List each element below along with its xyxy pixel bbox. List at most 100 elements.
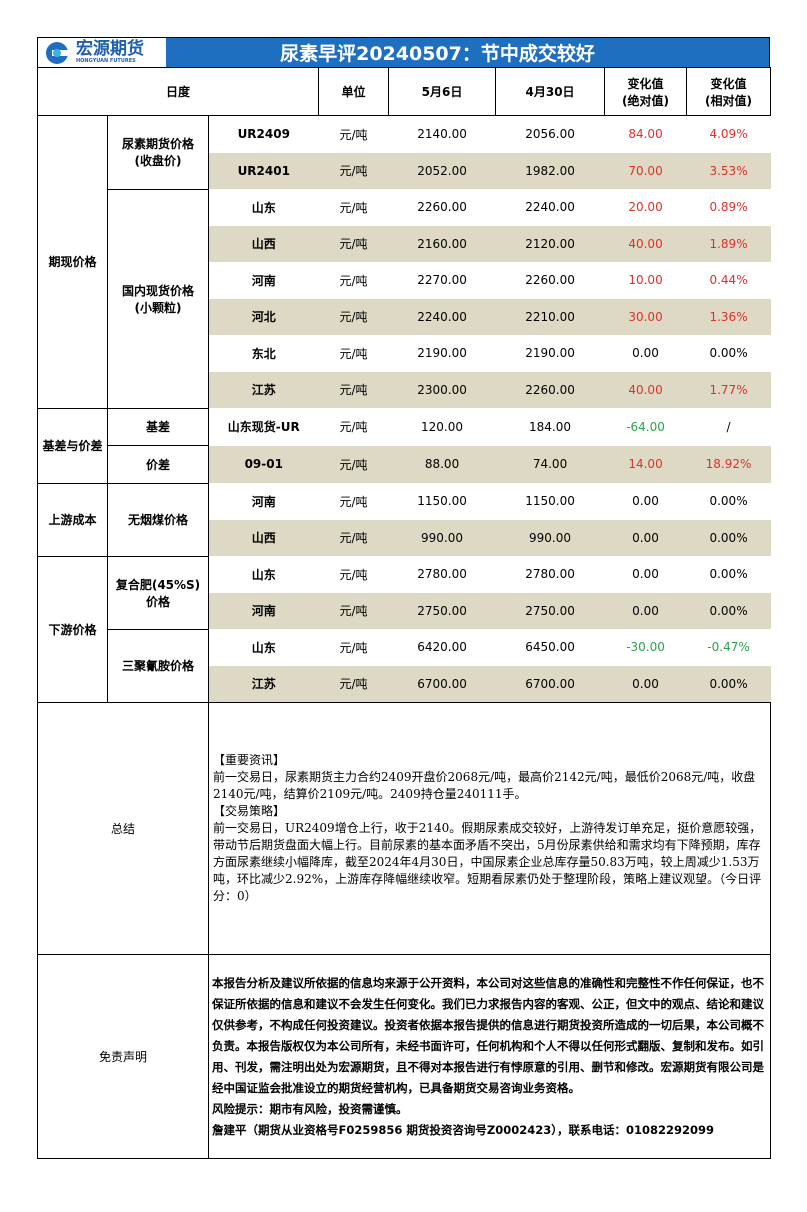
cell: 0.89% [709, 200, 748, 215]
paragraph: 【重要资讯】 [213, 753, 286, 767]
cell: 0.00 [604, 665, 687, 703]
column-header: 4月30日 [495, 67, 606, 116]
data-row: 东北 元/吨 2190.00 2190.00 0.00 0.00% [38, 335, 771, 372]
data-row: 上游成本 无烟煤价格 河南 元/吨 1150.00 1150.00 0.00 0.00% [37, 482, 771, 557]
cell: 元/吨 [339, 273, 368, 288]
cell: 20.00 [628, 200, 663, 215]
cell: 1982.00 [495, 152, 605, 189]
cell: 2260.00 [417, 200, 467, 215]
cell: 1150.00 [525, 494, 575, 509]
item-name: 东北 [251, 346, 276, 361]
cell: 74.00 [495, 445, 605, 483]
logo-cn: 宏源期货 [76, 39, 144, 59]
cell: 18.92% [686, 445, 771, 483]
cell: 2270.00 [417, 273, 467, 288]
cell: 6700.00 [388, 665, 496, 703]
cell: 1.36% [686, 298, 771, 335]
cell: 0.00 [632, 346, 659, 361]
cell: 0.44% [709, 273, 748, 288]
item-name: 江苏 [208, 665, 319, 703]
cell: 2120.00 [495, 225, 605, 262]
column-header: 单位 [318, 67, 390, 116]
disclaimer-text: 本报告分析及建议所依据的信息均来源于公开资料，本公司对这些信息的准确性和完整性不… [207, 954, 772, 1159]
cell: 0.00% [686, 592, 771, 629]
paragraph: 前一交易日，UR2409增仓上行，收于2140。假期尿素成交较好，上游待发订单充… [213, 821, 762, 903]
report-title: 尿素早评20240507：节中成交较好 [166, 38, 769, 67]
cell: 2052.00 [388, 152, 496, 189]
paragraph: 本报告分析及建议所依据的信息均来源于公开资料，本公司对这些信息的准确性和完整性不… [212, 975, 764, 1095]
cell: 0.00 [632, 567, 659, 582]
column-header: 变化值 (绝对值) [604, 67, 688, 116]
cell: 2780.00 [525, 567, 575, 582]
cell: 184.00 [529, 419, 572, 434]
cell: 2240.00 [388, 298, 496, 335]
cell: 2240.00 [525, 200, 575, 215]
subgroup-label: 尿素期货价格 (收盘价) [107, 115, 209, 190]
column-header: 5月6日 [388, 67, 497, 116]
cell: 990.00 [388, 519, 496, 556]
summary-text: 【重要资讯】 前一交易日，尿素期货主力合约2409开盘价2068元/吨，最高价21… [207, 702, 772, 955]
cell: -64.00 [626, 419, 665, 434]
item-name: 河南 [251, 494, 276, 509]
subgroup-label: 无烟煤价格 [107, 482, 209, 557]
item-name: 江苏 [208, 371, 319, 408]
group-label: 上游成本 [37, 482, 108, 557]
item-name: UR2401 [208, 152, 319, 189]
group-label: 下游价格 [37, 555, 108, 703]
cell: 0.00% [709, 567, 748, 582]
cell: 2780.00 [417, 567, 467, 582]
cell: 6700.00 [495, 665, 605, 703]
column-header: 日度 [36, 67, 320, 116]
summary-label: 总结 [37, 702, 209, 955]
cell: 元/吨 [318, 225, 389, 262]
cell: 0.00% [686, 665, 771, 703]
subgroup-label: 三聚氰胺价格 [107, 628, 209, 703]
item-name: 09-01 [208, 445, 319, 483]
data-row: 河南 元/吨 2750.00 2750.00 0.00 0.00% [38, 592, 771, 629]
cell: / [726, 419, 731, 434]
item-name: 山西 [208, 519, 319, 556]
logo-text: 宏源期货 HONGYUAN FUTURES [76, 39, 144, 65]
subgroup-label: 国内现货价格 (小颗粒) [107, 188, 209, 409]
logo-en: HONGYUAN FUTURES [76, 58, 136, 64]
item-name: 山东 [251, 200, 276, 215]
item-name: 河南 [208, 592, 319, 629]
data-row: 江苏 元/吨 2300.00 2260.00 40.00 1.77% [38, 371, 771, 408]
header-row: 日度 单位 5月6日 4月30日 变化值 (绝对值) 变化值 (相对值) [36, 67, 772, 116]
subgroup-label: 价差 [107, 445, 209, 484]
item-name: 山东 [251, 640, 276, 655]
page: 宏源期货 HONGYUAN FUTURES 尿素早评20240507：节中成交较… [36, 37, 772, 1159]
cell: 元/吨 [339, 420, 368, 435]
data-row: 价差 09-01 元/吨 88.00 74.00 14.00 18.92% [38, 445, 771, 484]
group-label: 期现价格 [37, 115, 108, 409]
paragraph: 风险提示：期市有风险，投资需谨慎。 [212, 1101, 408, 1116]
item-name: 山东现货-UR [227, 420, 300, 435]
cell: 1.77% [686, 371, 771, 408]
data-row: 下游价格 复合肥(45%S) 价格 山东 元/吨 2780.00 2780.00 0.00 0… [37, 555, 771, 703]
data-row: 江苏 元/吨 6700.00 6700.00 0.00 0.00% [38, 665, 771, 703]
cell: 1150.00 [417, 494, 467, 509]
cell: 2140.00 [417, 127, 467, 142]
cell: 0.00% [709, 346, 748, 361]
cell: 元/吨 [318, 519, 389, 556]
cell: 14.00 [604, 445, 687, 483]
cell: 元/吨 [318, 298, 389, 335]
cell: 40.00 [604, 225, 687, 262]
logo-icon [46, 41, 68, 64]
data-row: 三聚氰胺价格 山东 元/吨 6420.00 6450.00 -30.00 -0.47% [38, 628, 771, 703]
cell: 2190.00 [417, 346, 467, 361]
paragraph: 詹建平（期货从业资格号F0259856 期货投资咨询号Z0002423），联系电… [212, 1122, 714, 1137]
logo: 宏源期货 HONGYUAN FUTURES [38, 38, 166, 67]
disclaimer-row: 免责声明 本报告分析及建议所依据的信息均来源于公开资料，本公司对这些信息的准确性和… [37, 954, 772, 1159]
cell: 2056.00 [525, 127, 575, 142]
cell: 元/吨 [339, 200, 368, 215]
item-name: 河南 [251, 273, 276, 288]
data-row: 山西 元/吨 2160.00 2120.00 40.00 1.89% [38, 225, 771, 262]
cell: 6450.00 [525, 640, 575, 655]
cell: 0.00 [604, 592, 687, 629]
cell: 0.00 [632, 494, 659, 509]
disclaimer-label: 免责声明 [37, 954, 209, 1159]
data-row: UR2401 元/吨 2052.00 1982.00 70.00 3.53% [38, 152, 771, 189]
cell: 元/吨 [339, 346, 368, 361]
cell: 70.00 [604, 152, 687, 189]
